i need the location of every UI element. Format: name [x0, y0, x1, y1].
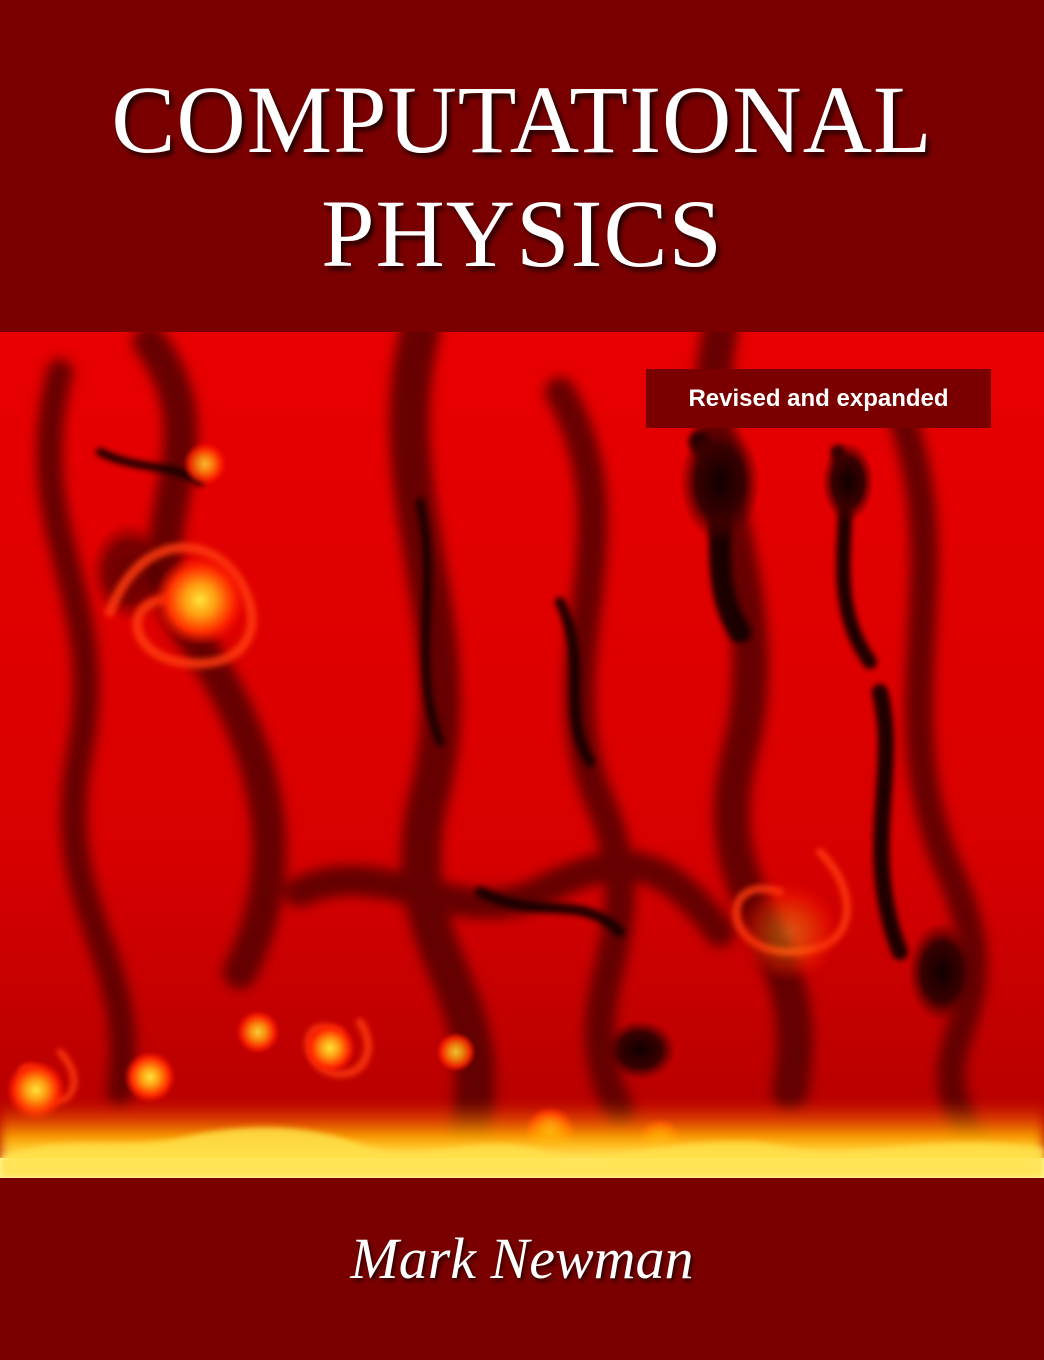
title-line-1: COMPUTATIONAL — [111, 66, 933, 173]
title-band: COMPUTATIONAL PHYSICS — [0, 0, 1044, 332]
author-name: Mark Newman — [350, 1226, 694, 1291]
edition-badge-label: Revised and expanded — [688, 384, 949, 412]
author-band — [0, 1178, 1044, 1360]
edition-badge: Revised and expanded — [646, 369, 991, 428]
fluid-simulation-artwork — [0, 332, 1044, 1178]
title-line-2: PHYSICS — [321, 180, 723, 287]
